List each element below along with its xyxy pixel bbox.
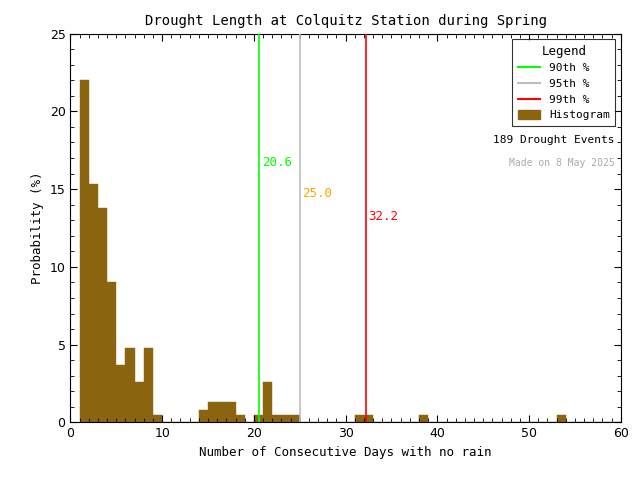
Bar <box>254 415 263 422</box>
Title: Drought Length at Colquitz Station during Spring: Drought Length at Colquitz Station durin… <box>145 14 547 28</box>
Bar <box>199 410 208 422</box>
Bar <box>144 348 153 422</box>
Bar <box>153 415 162 422</box>
Text: 32.2: 32.2 <box>369 210 399 223</box>
Bar <box>263 382 272 422</box>
Bar <box>419 415 428 422</box>
Bar <box>272 415 282 422</box>
Bar <box>557 415 566 422</box>
Bar <box>98 208 107 422</box>
Bar <box>282 415 291 422</box>
Bar <box>236 415 244 422</box>
Text: 25.0: 25.0 <box>303 187 333 200</box>
Bar <box>134 382 144 422</box>
Bar <box>364 415 373 422</box>
Bar <box>355 415 364 422</box>
Bar <box>116 365 125 422</box>
Bar <box>217 402 227 422</box>
Bar <box>107 282 116 422</box>
Bar <box>208 402 217 422</box>
Bar <box>291 415 300 422</box>
Text: 189 Drought Events: 189 Drought Events <box>493 134 614 144</box>
X-axis label: Number of Consecutive Days with no rain: Number of Consecutive Days with no rain <box>199 446 492 459</box>
Bar <box>125 348 134 422</box>
Text: 20.6: 20.6 <box>262 156 292 169</box>
Bar <box>227 402 236 422</box>
Text: Made on 8 May 2025: Made on 8 May 2025 <box>509 158 614 168</box>
Bar <box>89 184 98 422</box>
Legend: 90th %, 95th %, 99th %, Histogram: 90th %, 95th %, 99th %, Histogram <box>512 39 615 126</box>
Bar <box>79 80 89 422</box>
Y-axis label: Probability (%): Probability (%) <box>31 172 44 284</box>
